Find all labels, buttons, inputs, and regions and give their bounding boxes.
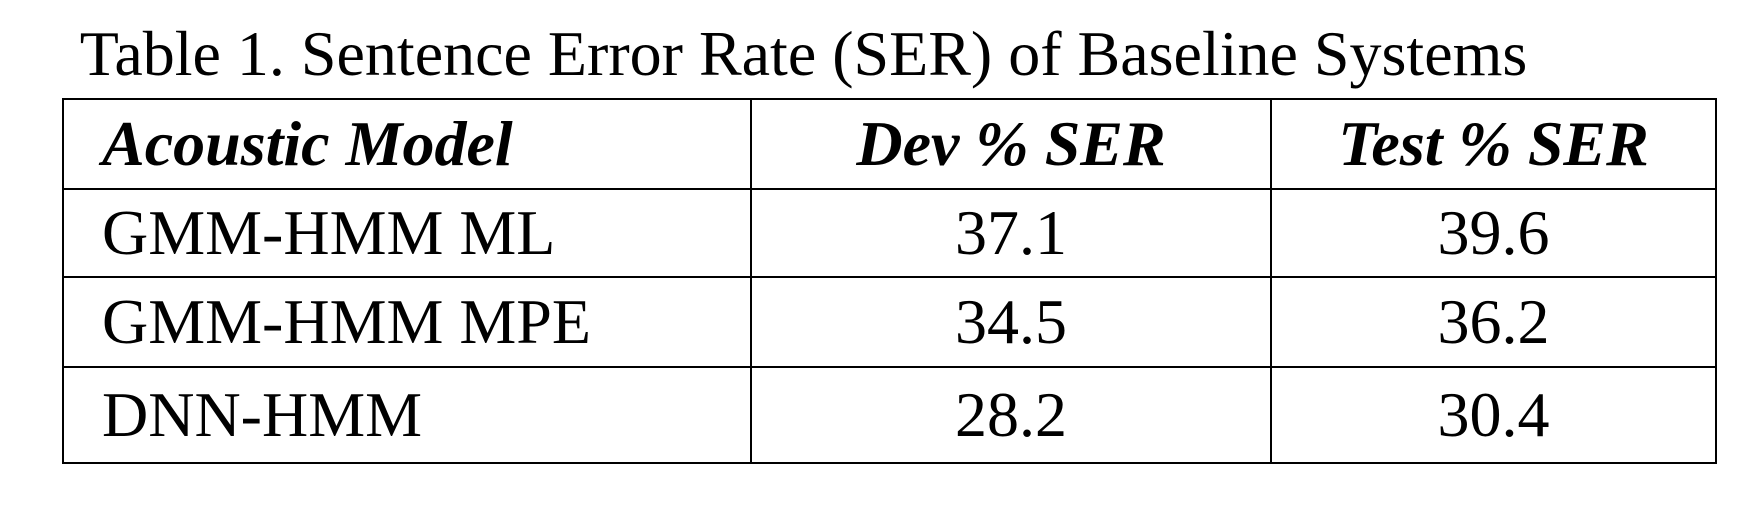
table-row: GMM-HMM MPE 34.5 36.2 bbox=[62, 276, 1717, 368]
header-dev-ser: Dev % SER bbox=[750, 98, 1272, 190]
header-acoustic-model: Acoustic Model bbox=[62, 98, 752, 190]
cell-acoustic-model: GMM-HMM MPE bbox=[62, 276, 752, 368]
cell-test-ser: 36.2 bbox=[1270, 276, 1717, 368]
cell-test-ser: 39.6 bbox=[1270, 188, 1717, 278]
table-row: DNN-HMM 28.2 30.4 bbox=[62, 366, 1717, 464]
table-row: GMM-HMM ML 37.1 39.6 bbox=[62, 188, 1717, 278]
cell-acoustic-model: DNN-HMM bbox=[62, 366, 752, 464]
cell-test-ser: 30.4 bbox=[1270, 366, 1717, 464]
cell-dev-ser: 37.1 bbox=[750, 188, 1272, 278]
ser-table: Acoustic Model Dev % SER Test % SER GMM-… bbox=[62, 98, 1717, 464]
cell-dev-ser: 34.5 bbox=[750, 276, 1272, 368]
cell-dev-ser: 28.2 bbox=[750, 366, 1272, 464]
table-caption: Table 1. Sentence Error Rate (SER) of Ba… bbox=[79, 18, 1528, 89]
table-body: GMM-HMM ML 37.1 39.6 GMM-HMM MPE 34.5 36… bbox=[62, 188, 1717, 464]
header-test-ser: Test % SER bbox=[1270, 98, 1717, 190]
header-row: Acoustic Model Dev % SER Test % SER bbox=[62, 98, 1717, 190]
table-header: Acoustic Model Dev % SER Test % SER bbox=[62, 98, 1717, 190]
cell-acoustic-model: GMM-HMM ML bbox=[62, 188, 752, 278]
